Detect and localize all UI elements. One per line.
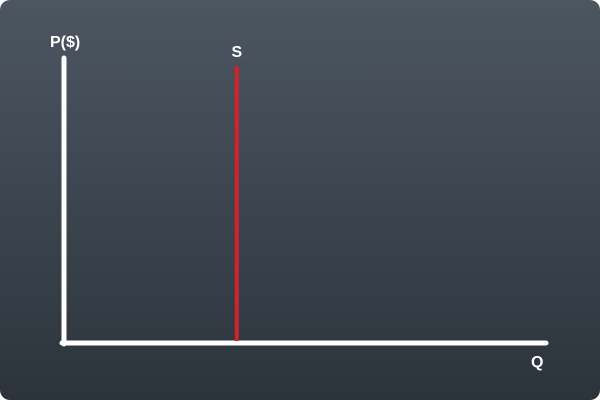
y-axis-label: P($) <box>50 34 80 51</box>
supply-curve-label: S <box>231 44 242 61</box>
x-axis-label: Q <box>531 354 543 371</box>
